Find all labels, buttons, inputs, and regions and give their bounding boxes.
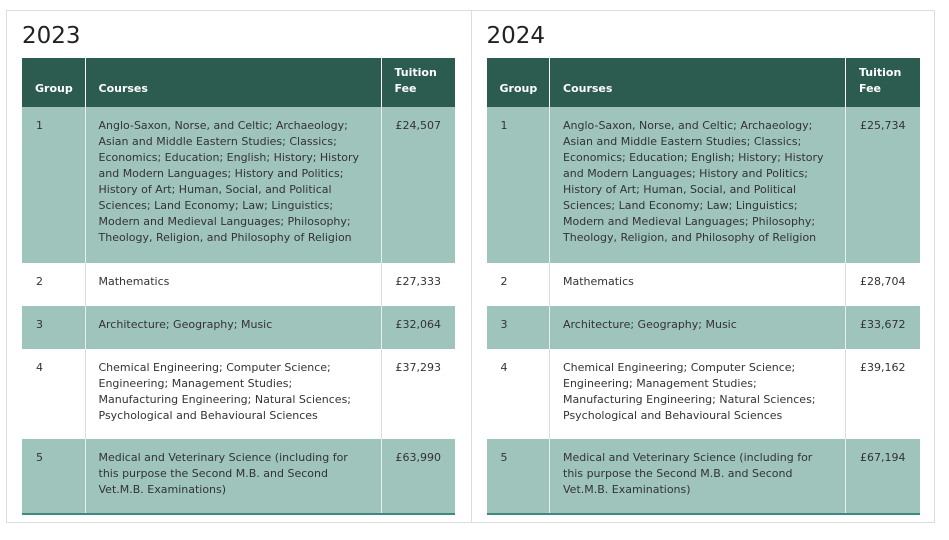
fee-cell: £37,293 <box>380 349 455 439</box>
fee-cell: £67,194 <box>845 439 920 514</box>
table-head: Group Courses Tuition Fee <box>486 58 920 107</box>
courses-cell: Mathematics <box>549 263 846 306</box>
fee-cell: £39,162 <box>845 349 920 439</box>
table-row: 1 Anglo-Saxon, Norse, and Celtic; Archaeo… <box>22 107 455 263</box>
table-row: 3 Architecture; Geography; Music £33,672 <box>486 306 920 349</box>
group-cell: 1 <box>486 107 550 263</box>
fee-cell: £25,734 <box>845 107 920 263</box>
column-header: Group <box>22 58 85 107</box>
courses-cell: Mathematics <box>84 263 381 306</box>
fee-cell: £63,990 <box>380 439 455 514</box>
table-row: 2 Mathematics £27,333 <box>22 263 455 306</box>
column-header: Group <box>486 58 550 107</box>
courses-cell: Anglo-Saxon, Norse, and Celtic; Archaeol… <box>84 107 381 263</box>
column-header: Courses <box>84 58 381 107</box>
courses-cell: Chemical Engineering; Computer Science; … <box>549 349 846 439</box>
header-row: Group Courses Tuition Fee <box>22 58 455 107</box>
group-cell: 2 <box>22 263 85 306</box>
courses-cell: Medical and Veterinary Science (includin… <box>549 439 846 514</box>
group-cell: 3 <box>486 306 550 349</box>
table-row: 2 Mathematics £28,704 <box>486 263 920 306</box>
group-cell: 4 <box>486 349 550 439</box>
year-title: 2024 <box>486 23 546 49</box>
table-body: 1 Anglo-Saxon, Norse, and Celtic; Archaeo… <box>22 107 455 514</box>
courses-cell: Chemical Engineering; Computer Science; … <box>84 349 381 439</box>
group-cell: 1 <box>22 107 85 263</box>
table-head: Group Courses Tuition Fee <box>22 58 455 107</box>
group-cell: 4 <box>22 349 85 439</box>
table-row: 1 Anglo-Saxon, Norse, and Celtic; Archaeo… <box>486 107 920 263</box>
table-row: 5 Medical and Veterinary Science (includi… <box>22 439 455 514</box>
column-header: Courses <box>549 58 846 107</box>
header-row: Group Courses Tuition Fee <box>486 58 920 107</box>
year-panel: 2023 Group Courses Tuition Fee 1 Anglo-Saxon,… <box>7 11 471 522</box>
table-row: 4 Chemical Engineering; Computer Science;… <box>486 349 920 439</box>
table-row: 3 Architecture; Geography; Music £32,064 <box>22 306 455 349</box>
group-cell: 2 <box>486 263 550 306</box>
fee-cell: £33,672 <box>845 306 920 349</box>
fee-cell: £27,333 <box>380 263 455 306</box>
group-cell: 5 <box>486 439 550 514</box>
year-panel: 2024 Group Courses Tuition Fee 1 Anglo-Saxon,… <box>470 11 935 522</box>
fee-cell: £28,704 <box>845 263 920 306</box>
courses-cell: Architecture; Geography; Music <box>84 306 381 349</box>
content: 2023 Group Courses Tuition Fee 1 Anglo-Saxon,… <box>6 10 935 523</box>
column-header: Tuition Fee <box>380 58 455 107</box>
group-cell: 3 <box>22 306 85 349</box>
courses-cell: Architecture; Geography; Music <box>549 306 846 349</box>
group-cell: 5 <box>22 439 85 514</box>
courses-cell: Anglo-Saxon, Norse, and Celtic; Archaeol… <box>549 107 846 263</box>
fee-table: Group Courses Tuition Fee 1 Anglo-Saxon, Nor… <box>486 58 920 515</box>
courses-cell: Medical and Veterinary Science (includin… <box>84 439 381 514</box>
table-row: 4 Chemical Engineering; Computer Science;… <box>22 349 455 439</box>
table-row: 5 Medical and Veterinary Science (includi… <box>486 439 920 514</box>
table-body: 1 Anglo-Saxon, Norse, and Celtic; Archaeo… <box>486 107 920 514</box>
fee-cell: £32,064 <box>380 306 455 349</box>
fee-cell: £24,507 <box>380 107 455 263</box>
fee-table: Group Courses Tuition Fee 1 Anglo-Saxon, Nor… <box>22 58 455 515</box>
column-header: Tuition Fee <box>845 58 920 107</box>
year-title: 2023 <box>22 23 81 49</box>
